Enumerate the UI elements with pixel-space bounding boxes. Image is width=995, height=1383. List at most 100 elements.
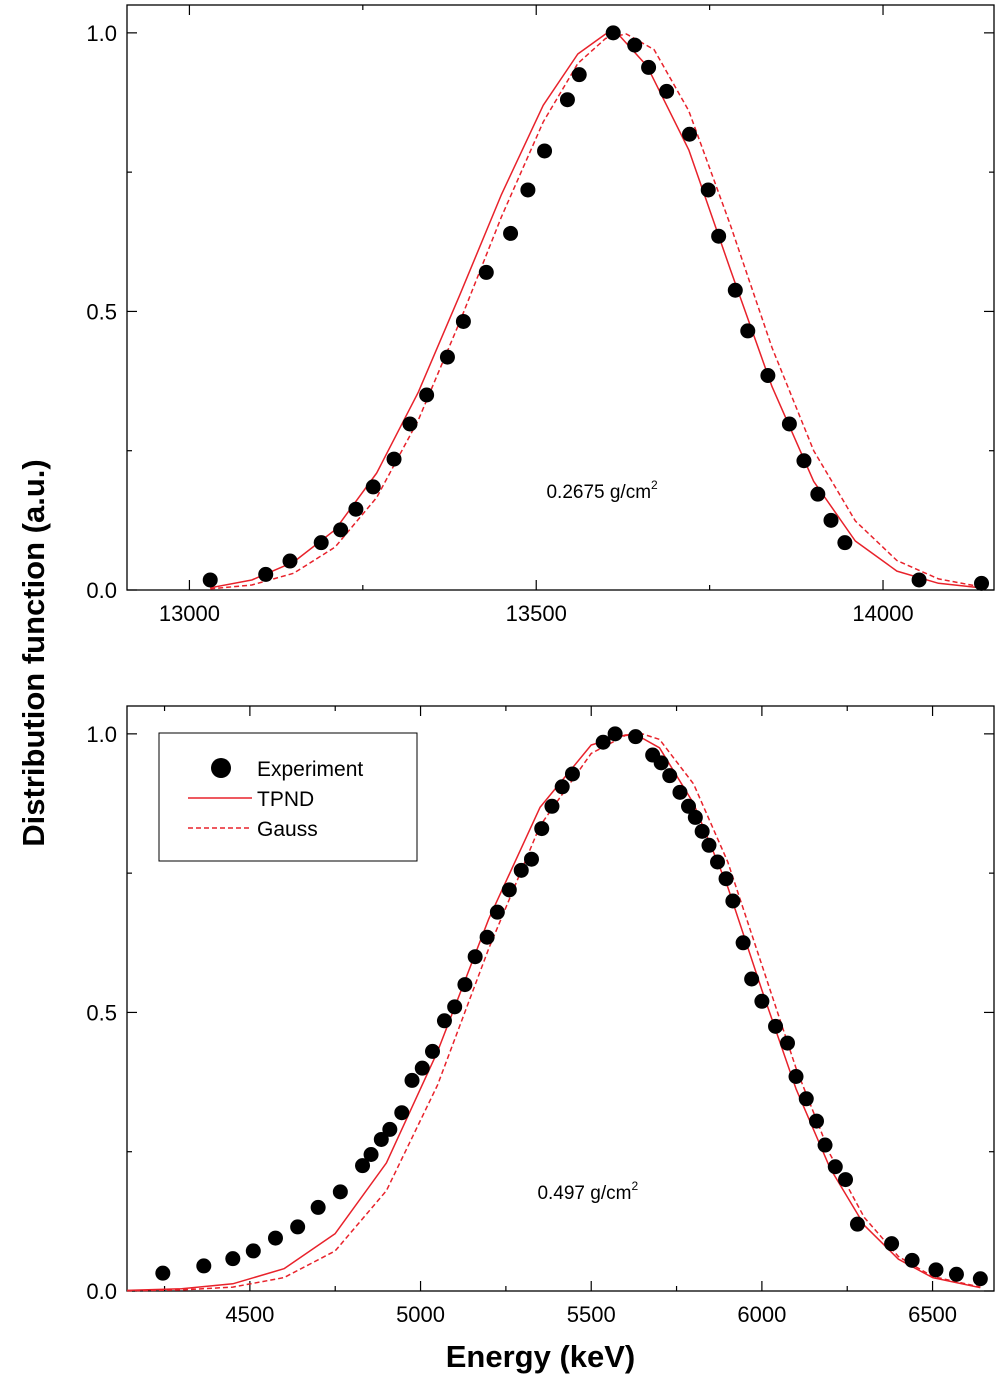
- series-line-tpnd: [210, 33, 981, 589]
- data-point: [810, 486, 826, 502]
- data-point: [884, 1236, 900, 1252]
- data-point: [628, 729, 644, 745]
- data-point: [365, 479, 381, 495]
- data-point: [681, 798, 697, 814]
- data-point: [424, 1043, 440, 1059]
- legend-box: [158, 732, 418, 862]
- data-point: [595, 734, 611, 750]
- legend-marker-experiment: [211, 758, 231, 778]
- data-point: [653, 755, 669, 771]
- data-point: [258, 566, 274, 582]
- x-tick-label: 5500: [567, 1302, 616, 1327]
- data-point: [523, 851, 539, 867]
- data-point: [373, 1131, 389, 1147]
- data-point: [796, 453, 812, 469]
- data-point: [725, 893, 741, 909]
- data-point: [478, 264, 494, 280]
- data-point: [348, 501, 364, 517]
- data-point: [554, 779, 570, 795]
- x-tick-label: 6500: [908, 1302, 957, 1327]
- data-point: [972, 1271, 988, 1287]
- data-point: [225, 1251, 241, 1267]
- y-tick-label: 0.5: [86, 299, 117, 324]
- data-point: [414, 1060, 430, 1076]
- data-point: [564, 766, 580, 782]
- data-point: [534, 821, 550, 837]
- annotation-superscript: 2: [651, 478, 658, 492]
- data-point: [687, 809, 703, 825]
- data-point: [662, 768, 678, 784]
- y-tick-label: 0.0: [86, 578, 117, 603]
- data-point: [267, 1230, 283, 1246]
- data-point: [245, 1243, 261, 1259]
- data-point: [394, 1105, 410, 1121]
- data-point: [948, 1266, 964, 1282]
- data-point: [479, 929, 495, 945]
- data-point: [605, 25, 621, 41]
- data-point: [332, 1184, 348, 1200]
- data-point: [363, 1147, 379, 1162]
- data-point: [779, 1035, 795, 1051]
- chart-panel-top: 13000 13500 14000 0.0 0.5 1.0 0.2675 g/cm2: [86, 4, 995, 626]
- data-point: [701, 837, 717, 853]
- y-tick-label: 0.5: [86, 1000, 117, 1025]
- data-point: [520, 182, 536, 198]
- x-tick-label: 5000: [396, 1302, 445, 1327]
- data-point: [659, 83, 675, 99]
- x-tick-label: 13500: [506, 601, 567, 626]
- data-point: [768, 1018, 784, 1034]
- data-point: [694, 823, 710, 839]
- chart-panel-bottom: 4500 5000 5500 6000 6500 0.0 0.5 1.0 Energy (keV…: [86, 705, 995, 1374]
- annotation: 0.2675 g/cm2: [546, 478, 658, 503]
- data-point: [974, 575, 990, 591]
- data-point: [740, 323, 756, 339]
- data-point: [419, 387, 435, 403]
- data-point: [313, 535, 329, 551]
- data-point: [457, 977, 473, 993]
- data-point: [788, 1069, 804, 1084]
- data-point: [503, 225, 519, 241]
- legend: Experiment TPND Gauss: [158, 732, 418, 862]
- data-point: [760, 368, 776, 383]
- data-point: [849, 1216, 865, 1232]
- data-point: [155, 1265, 171, 1281]
- data-point: [402, 416, 418, 432]
- data-point: [310, 1199, 326, 1215]
- data-point: [544, 798, 560, 814]
- data-point: [727, 282, 743, 298]
- plot-frame: [126, 4, 995, 591]
- y-tick-label: 1.0: [86, 722, 117, 747]
- data-point: [202, 572, 218, 588]
- data-point: [904, 1252, 920, 1268]
- data-point: [513, 862, 529, 878]
- plot-frame: [126, 705, 995, 1292]
- data-point: [718, 871, 734, 887]
- data-point: [489, 904, 505, 920]
- data-point: [827, 1159, 843, 1175]
- data-point: [571, 67, 587, 83]
- data-point: [823, 512, 839, 528]
- data-point: [386, 451, 402, 467]
- data-point: [467, 949, 483, 965]
- annotation-superscript: 2: [631, 1179, 638, 1193]
- data-point: [641, 59, 657, 75]
- legend-label-tpnd: TPND: [257, 788, 314, 811]
- series-line-gauss: [210, 33, 981, 590]
- x-tick-label: 14000: [852, 601, 913, 626]
- data-point: [282, 553, 298, 569]
- data-point: [501, 882, 517, 898]
- y-axis-title: Distribution function (a.u.): [16, 459, 51, 846]
- data-point: [436, 1013, 452, 1029]
- x-tick-label: 6000: [737, 1302, 786, 1327]
- data-point: [754, 993, 770, 1009]
- data-point: [404, 1072, 420, 1088]
- legend-label-experiment: Experiment: [257, 758, 363, 781]
- annotation-text: 0.497 g/cm: [537, 1183, 631, 1204]
- data-point: [781, 416, 797, 432]
- data-point: [735, 935, 751, 951]
- data-point: [355, 1158, 371, 1174]
- data-point: [911, 572, 927, 588]
- y-tick-label: 1.0: [86, 21, 117, 46]
- y-tick-label: 0.0: [86, 1279, 117, 1304]
